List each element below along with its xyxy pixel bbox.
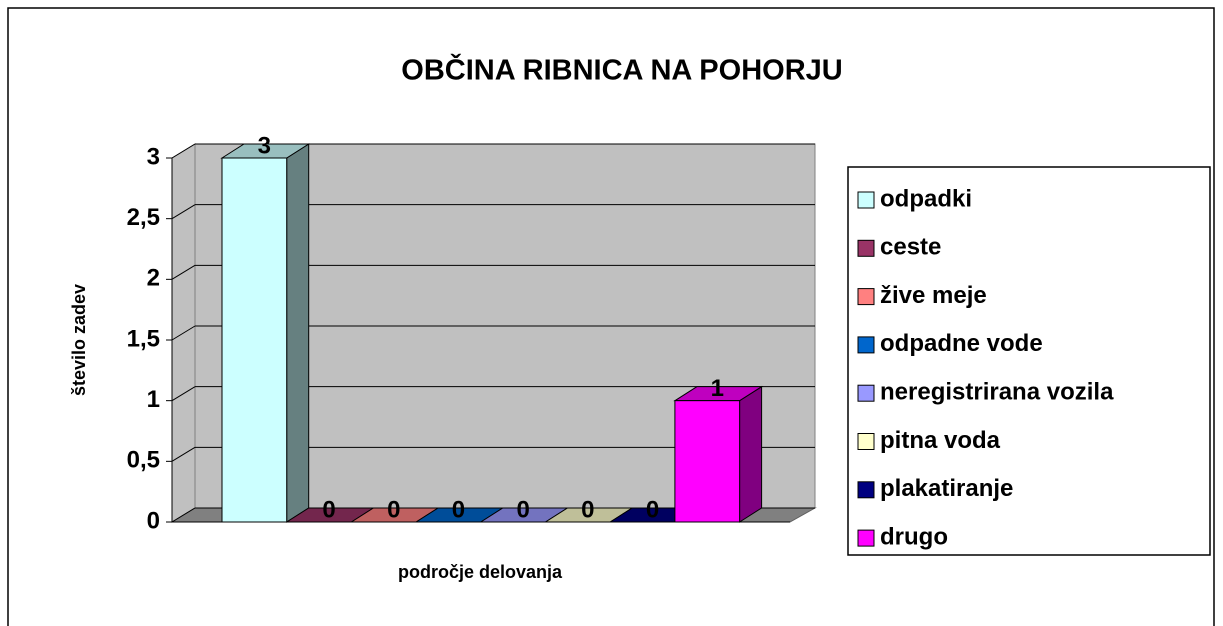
legend-swatch (857, 433, 875, 450)
data-label: 1 (711, 375, 724, 402)
y-tick-label: 2 (147, 265, 160, 292)
grid-line (171, 446, 196, 462)
legend-label: plakatiranje (880, 475, 1013, 502)
legend-label: drugo (880, 523, 948, 550)
data-label: 0 (387, 496, 400, 523)
grid-line (171, 507, 196, 523)
bar (221, 157, 288, 523)
grid-line (171, 386, 196, 402)
y-tick-label: 1,5 (127, 325, 160, 352)
y-tick-label: 3 (147, 143, 160, 170)
y-axis-label: število zadev (69, 284, 89, 396)
chart-title: OBČINA RIBNICA NA POHORJU (401, 53, 842, 87)
legend-swatch (857, 288, 875, 306)
legend-swatch (857, 336, 875, 354)
bar-side (286, 143, 310, 523)
bar (674, 400, 741, 523)
legend-swatch (857, 239, 875, 257)
grid-line (171, 325, 196, 341)
legend-label: pitna voda (880, 427, 1001, 454)
y-tick-label: 0,5 (127, 447, 160, 474)
data-label: 0 (581, 496, 594, 523)
legend-swatch (857, 481, 875, 499)
legend-label: ceste (880, 234, 941, 261)
y-tick-label: 0 (147, 507, 160, 534)
data-label: 0 (452, 496, 465, 523)
data-label: 3 (258, 132, 271, 159)
y-tick-label: 2,5 (127, 204, 160, 231)
legend-swatch (857, 529, 875, 547)
x-axis-label: področje delovanja (398, 562, 563, 582)
data-label: 0 (516, 496, 529, 523)
data-label: 0 (322, 496, 335, 523)
legend-label: odpadki (880, 185, 972, 212)
legend-swatch (857, 384, 875, 402)
grid-line (171, 143, 196, 159)
data-label: 0 (646, 496, 659, 523)
grid-line (171, 204, 196, 220)
legend-label: žive meje (880, 282, 987, 309)
grid-line (171, 264, 196, 280)
legend-box (847, 166, 1211, 556)
legend-label: neregistrirana vozila (880, 379, 1114, 406)
legend-label: odpadne vode (880, 330, 1043, 357)
y-tick-label: 1 (147, 386, 160, 413)
bar-side (739, 385, 763, 523)
legend-swatch (857, 191, 875, 209)
